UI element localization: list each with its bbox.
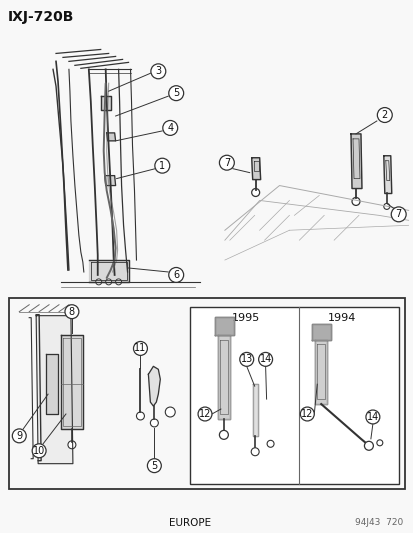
Circle shape — [147, 459, 161, 473]
Bar — [9, 298, 404, 489]
Text: 6: 6 — [173, 270, 179, 280]
Polygon shape — [104, 175, 115, 185]
Circle shape — [12, 429, 26, 443]
Text: 14: 14 — [259, 354, 271, 365]
Text: 7: 7 — [223, 158, 230, 168]
Polygon shape — [100, 96, 110, 110]
Text: 8: 8 — [69, 306, 75, 317]
Text: 94J43  720: 94J43 720 — [355, 518, 403, 527]
Circle shape — [169, 86, 183, 101]
Text: 9: 9 — [16, 431, 22, 441]
Circle shape — [219, 430, 228, 439]
Polygon shape — [311, 324, 330, 340]
Circle shape — [197, 407, 211, 421]
Text: 5: 5 — [173, 88, 179, 98]
Circle shape — [300, 407, 313, 421]
Circle shape — [251, 448, 259, 456]
Text: 7: 7 — [395, 209, 401, 220]
Circle shape — [68, 441, 76, 449]
Text: EUROPE: EUROPE — [169, 518, 211, 528]
Circle shape — [162, 120, 177, 135]
Polygon shape — [251, 158, 260, 180]
Text: 3: 3 — [155, 66, 161, 76]
Circle shape — [150, 419, 158, 427]
Text: 4: 4 — [167, 123, 173, 133]
Circle shape — [266, 440, 273, 447]
Polygon shape — [252, 384, 257, 436]
Circle shape — [136, 412, 144, 420]
Circle shape — [365, 410, 379, 424]
Circle shape — [376, 440, 382, 446]
Circle shape — [105, 279, 112, 285]
Text: IXJ-720B: IXJ-720B — [7, 10, 74, 24]
Polygon shape — [315, 340, 326, 404]
Circle shape — [376, 108, 391, 123]
Text: 10: 10 — [33, 446, 45, 456]
Polygon shape — [88, 260, 128, 282]
Polygon shape — [148, 366, 160, 406]
Polygon shape — [383, 156, 391, 193]
Text: 1: 1 — [159, 160, 165, 171]
Polygon shape — [350, 134, 361, 189]
Polygon shape — [61, 335, 83, 429]
Text: 12: 12 — [300, 409, 313, 419]
Circle shape — [390, 207, 405, 222]
Circle shape — [133, 342, 147, 356]
Text: 5: 5 — [151, 461, 157, 471]
Bar — [190, 306, 398, 483]
Circle shape — [258, 352, 272, 366]
Polygon shape — [214, 317, 233, 335]
Circle shape — [351, 197, 359, 205]
Circle shape — [363, 441, 373, 450]
Circle shape — [219, 155, 234, 170]
Text: 11: 11 — [134, 343, 146, 353]
Circle shape — [165, 407, 175, 417]
Polygon shape — [36, 316, 73, 464]
Polygon shape — [46, 354, 58, 414]
Text: 13: 13 — [240, 354, 252, 365]
Circle shape — [115, 279, 121, 285]
Text: 1994: 1994 — [328, 313, 356, 322]
Circle shape — [32, 444, 46, 458]
Circle shape — [95, 279, 102, 285]
Circle shape — [150, 64, 165, 79]
Text: 1995: 1995 — [232, 313, 260, 322]
Circle shape — [239, 352, 253, 366]
Text: 14: 14 — [366, 412, 378, 422]
Text: 2: 2 — [381, 110, 387, 120]
Text: 12: 12 — [198, 409, 211, 419]
Polygon shape — [107, 133, 115, 141]
Circle shape — [65, 305, 78, 319]
Circle shape — [169, 268, 183, 282]
Circle shape — [154, 158, 169, 173]
Circle shape — [383, 204, 389, 209]
Polygon shape — [217, 335, 229, 419]
Circle shape — [251, 189, 259, 197]
